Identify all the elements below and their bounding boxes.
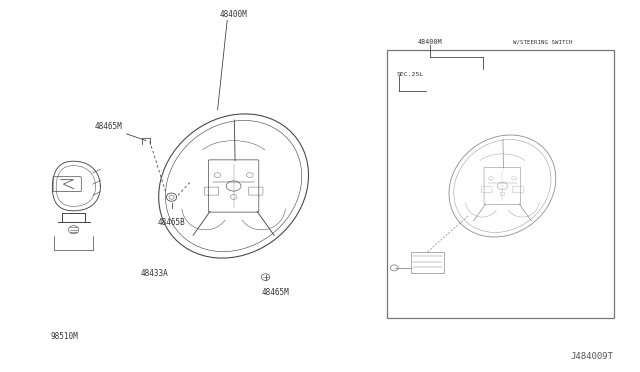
Text: 48400M: 48400M — [220, 10, 248, 19]
Text: 48465M: 48465M — [261, 288, 289, 297]
Bar — [387, 50, 614, 318]
Text: J484009T: J484009T — [570, 352, 613, 361]
Text: 48400M: 48400M — [418, 39, 442, 45]
Text: SEC.25L: SEC.25L — [397, 72, 424, 77]
Text: 48433A: 48433A — [141, 269, 168, 278]
Text: 48465M: 48465M — [95, 122, 123, 131]
Text: W/STEERING SWITCH: W/STEERING SWITCH — [513, 39, 572, 45]
Text: 98510M: 98510M — [50, 332, 78, 341]
Text: 48465B: 48465B — [157, 218, 186, 227]
